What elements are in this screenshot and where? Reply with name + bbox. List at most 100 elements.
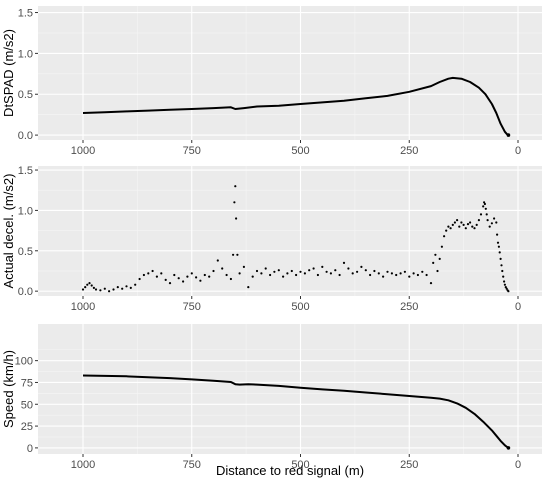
x-tick-label: 0: [515, 145, 521, 157]
y-tick-label: 1.0: [18, 48, 33, 60]
data-point: [99, 289, 102, 292]
data-point: [445, 229, 448, 232]
data-point: [501, 269, 504, 273]
data-point: [403, 270, 406, 273]
data-point: [208, 275, 211, 278]
data-point: [94, 288, 98, 291]
y-tick-label: 1.5: [18, 165, 33, 177]
data-point: [203, 273, 206, 277]
y-tick-label: 0.5: [18, 89, 33, 101]
data-point: [342, 261, 346, 264]
data-point: [229, 277, 232, 281]
data-point: [364, 269, 367, 272]
series-line-dtspad: [82, 76, 509, 136]
data-point: [390, 272, 393, 275]
data-point: [92, 286, 95, 289]
data-point: [334, 269, 337, 272]
y-tick-label: 0.5: [18, 246, 33, 258]
data-point: [356, 270, 359, 273]
data-point: [471, 225, 474, 228]
data-point: [505, 287, 508, 290]
data-point: [495, 221, 498, 224]
x-tick-label: 500: [291, 145, 309, 157]
data-point: [438, 257, 441, 260]
data-point: [84, 286, 87, 289]
x-tick-label: 500: [291, 301, 309, 313]
y-axis-title-dtspad: DtSPAD (m/s2): [1, 29, 16, 117]
data-point: [347, 267, 350, 270]
y-axis-title-speed: Speed (km/h): [1, 350, 16, 428]
x-tick-label: 1000: [71, 459, 95, 471]
data-point: [225, 273, 228, 277]
data-point: [483, 201, 486, 204]
data-point: [325, 270, 328, 273]
data-point: [338, 273, 341, 277]
y-tick-label: 1.0: [18, 205, 33, 217]
y-tick-label: 75: [21, 377, 33, 389]
data-point: [464, 227, 467, 230]
data-point: [247, 286, 250, 289]
data-point: [399, 272, 402, 275]
data-point: [177, 277, 180, 280]
data-point: [212, 269, 215, 273]
data-point: [286, 272, 289, 275]
data-point: [484, 207, 487, 210]
data-point: [269, 273, 272, 277]
data-point: [475, 223, 478, 226]
data-point: [103, 287, 106, 290]
data-point: [386, 270, 389, 273]
data-point: [234, 185, 237, 188]
data-point: [473, 227, 476, 230]
data-point: [503, 280, 506, 283]
data-point: [451, 223, 454, 226]
x-tick-label: 0: [515, 301, 521, 313]
data-point: [395, 273, 398, 277]
x-tick-label: 0: [515, 459, 521, 471]
data-point: [90, 284, 93, 287]
data-point: [462, 223, 465, 226]
data-point: [138, 277, 141, 281]
data-point: [199, 279, 202, 282]
data-point: [498, 251, 501, 254]
x-tick-label: 750: [183, 145, 201, 157]
data-point: [497, 245, 500, 248]
data-point: [469, 221, 472, 224]
data-point: [485, 213, 488, 216]
data-point: [483, 202, 486, 206]
data-point: [277, 269, 280, 272]
data-point: [408, 275, 411, 278]
data-point: [460, 221, 463, 224]
plot-background-speed: [38, 324, 542, 454]
data-point: [134, 283, 137, 286]
data-point: [147, 272, 150, 275]
data-point: [329, 272, 332, 275]
data-point: [496, 233, 499, 236]
data-point: [373, 269, 376, 273]
data-point: [456, 219, 459, 222]
data-point: [360, 265, 363, 268]
data-point: [412, 272, 415, 275]
data-point: [308, 269, 311, 272]
data-point: [290, 269, 293, 273]
data-point: [443, 235, 446, 238]
x-tick-label: 1000: [71, 145, 95, 157]
data-point: [434, 253, 437, 256]
data-point: [490, 222, 493, 225]
data-point: [116, 286, 119, 289]
y-tick-label: 0.0: [18, 286, 33, 298]
data-point: [458, 225, 461, 228]
series-line-speed: [82, 374, 509, 449]
data-point: [190, 272, 193, 275]
data-point: [235, 217, 238, 220]
data-point: [182, 280, 185, 283]
data-point: [453, 221, 456, 224]
data-point: [151, 269, 154, 273]
plot-background-dtspad: [38, 6, 542, 140]
data-point: [155, 275, 158, 278]
data-point: [233, 201, 236, 204]
data-point: [466, 223, 470, 226]
y-tick-label: 100: [15, 356, 33, 368]
x-tick-label: 1000: [71, 301, 95, 313]
data-point: [500, 264, 503, 267]
